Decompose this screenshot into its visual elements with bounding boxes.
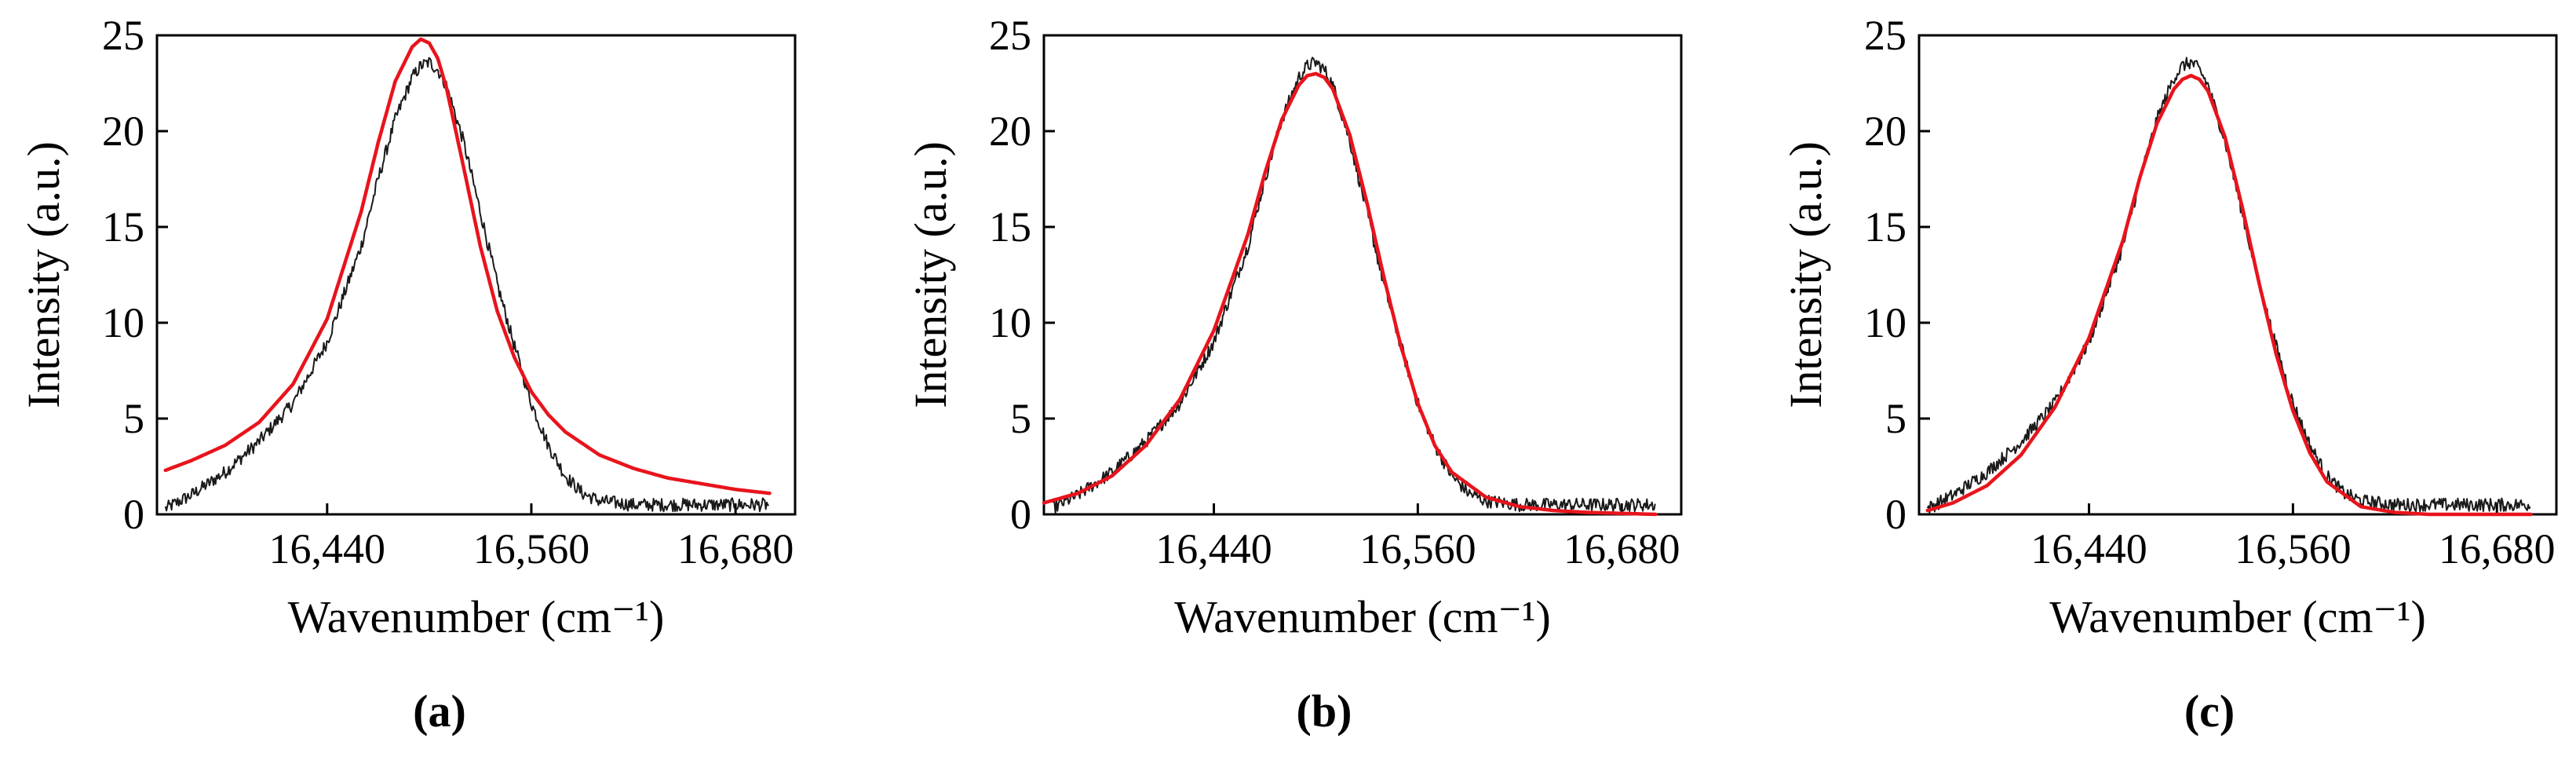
x-tick-label: 16,680 [1563,525,1680,572]
panel-c: 0 5 10 15 20 25 16,440 16,560 16,680 Wavenumber (… [1780,12,2558,737]
y-tick-label: 5 [1885,395,1906,442]
y-tick-label: 25 [1864,12,1906,59]
y-tick-label: 25 [989,12,1031,59]
measured-spectrum-line [1052,57,1656,514]
x-tick-label: 16,440 [269,525,386,572]
panel-b: 0 5 10 15 20 25 16,440 16,560 16,680 Wavenumber (… [905,12,1683,737]
y-tick-label: 15 [989,203,1031,251]
measured-spectrum-line [1926,57,2531,514]
fit-curve-line [163,37,772,496]
x-tick-label: 16,680 [677,525,794,572]
y-tick-label: 20 [102,108,144,155]
y-tick-label: 0 [1010,491,1031,538]
panel-label: (c) [2184,686,2235,737]
panel-label: (a) [413,686,466,737]
fit-curve-line [1925,73,2533,517]
y-tick-label: 20 [989,108,1031,155]
y-tick-label: 20 [1864,108,1906,155]
x-axis-title: Wavenumber (cm⁻¹) [2049,591,2426,642]
x-tick-label: 16,560 [2235,525,2352,572]
y-tick-label: 25 [102,12,144,59]
y-tick-label: 10 [989,299,1031,346]
y-tick-label: 5 [1010,395,1031,442]
x-tick-label: 16,560 [1359,525,1476,572]
y-tick-label: 15 [102,203,144,251]
y-axis-title: Intensity (a.u.) [18,141,69,408]
y-axis-title: Intensity (a.u.) [905,141,956,408]
y-tick-label: 10 [102,299,144,346]
x-tick-label: 16,440 [1155,525,1272,572]
y-tick-label: 0 [1885,491,1906,538]
x-tick-label: 16,680 [2439,525,2556,572]
y-tick-label: 5 [123,395,144,442]
measured-spectrum-line [164,57,769,513]
y-tick-label: 10 [1864,299,1906,346]
panel-label: (b) [1297,686,1352,737]
x-axis-title: Wavenumber (cm⁻¹) [288,591,665,642]
y-tick-label: 15 [1864,203,1906,251]
plot-frame [1917,34,2558,516]
fit-curve-line [1042,71,1658,517]
plot-frame [1042,34,1683,516]
x-tick-label: 16,560 [473,525,590,572]
x-axis-title: Wavenumber (cm⁻¹) [1174,591,1551,642]
x-tick-label: 16,440 [2031,525,2147,572]
y-axis-title: Intensity (a.u.) [1780,141,1831,408]
panel-a: 0 5 10 15 20 25 16,440 16,560 16,680 Wavenumber (… [18,12,797,737]
y-tick-label: 0 [123,491,144,538]
plot-frame [155,34,797,516]
